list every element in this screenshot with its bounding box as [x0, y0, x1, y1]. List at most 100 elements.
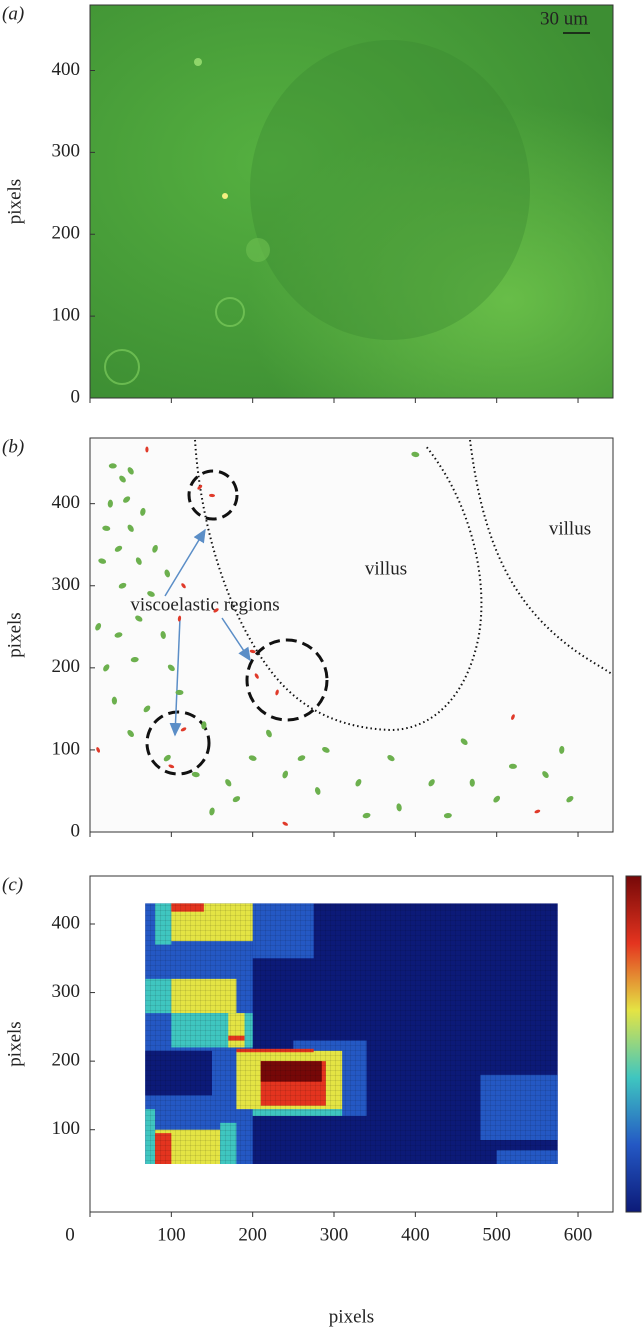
point [282, 821, 288, 826]
colorbar [625, 875, 642, 1213]
x-axis-label: pixels [329, 1306, 374, 1327]
point [493, 795, 501, 803]
point [107, 499, 113, 508]
x-tick-label: 400 [401, 1224, 430, 1245]
point [396, 803, 402, 812]
point [542, 771, 549, 779]
point [297, 755, 306, 761]
x-tick-label: 100 [157, 1224, 186, 1245]
y-tick-label: 400 [52, 492, 81, 513]
point [314, 787, 321, 795]
point [213, 608, 219, 613]
region-circle [145, 469, 329, 776]
point [566, 795, 574, 803]
arrow [164, 528, 251, 737]
point [135, 615, 143, 622]
point [511, 714, 515, 720]
y-tick-label: 400 [52, 912, 81, 933]
y-tick-label: 200 [52, 223, 81, 244]
panel-label: (c) [2, 874, 23, 895]
x-tick-label: 300 [320, 1224, 349, 1245]
point [175, 689, 184, 696]
point [191, 771, 200, 778]
point [164, 569, 171, 578]
point [95, 623, 102, 631]
point [225, 779, 232, 787]
point [118, 582, 127, 589]
point [98, 558, 107, 564]
plot-background [90, 438, 613, 832]
point [508, 763, 517, 769]
point [143, 705, 151, 713]
point [167, 664, 175, 672]
x-tick-label: 0 [65, 1224, 75, 1245]
point [428, 779, 435, 787]
y-tick-label: 300 [52, 981, 81, 1002]
fluorescence-image [90, 5, 613, 398]
point [152, 544, 158, 553]
point [177, 615, 182, 622]
point [322, 747, 330, 753]
annotation: villus [365, 558, 407, 579]
plot-frame [89, 875, 614, 1213]
point [249, 649, 256, 654]
point [355, 779, 362, 787]
y-tick-label: 300 [52, 141, 81, 162]
point [209, 493, 216, 498]
point [111, 696, 118, 705]
point [232, 796, 241, 803]
annotation: viscoelastic regions [130, 594, 279, 615]
point [254, 673, 259, 679]
point [181, 583, 186, 589]
point [559, 745, 565, 754]
point [127, 730, 134, 737]
point [103, 664, 110, 672]
y-tick-label: 200 [52, 656, 81, 677]
point [460, 738, 468, 745]
mesh [145, 903, 558, 1164]
point [248, 755, 257, 761]
point [209, 807, 215, 816]
point [534, 809, 541, 814]
point [443, 812, 452, 819]
point [266, 729, 272, 738]
point [114, 545, 123, 552]
point [387, 755, 395, 762]
x-tick-label: 500 [482, 1224, 511, 1245]
point [197, 484, 203, 490]
y-tick-label: 0 [71, 820, 81, 841]
point [123, 496, 131, 503]
y-tick-label: 0 [71, 386, 81, 407]
point [145, 446, 149, 453]
panel-label: (a) [2, 3, 24, 24]
point [168, 764, 175, 769]
point [180, 727, 187, 732]
point [119, 475, 126, 483]
heatmap [145, 903, 558, 1164]
point [102, 525, 111, 531]
point [130, 656, 139, 663]
point [201, 721, 207, 730]
point [114, 632, 123, 638]
point [127, 524, 134, 532]
y-tick-label: 100 [52, 304, 81, 325]
villus-boundary [194, 439, 614, 732]
y-axis-label: pixels [4, 179, 25, 224]
y-tick-label: 200 [52, 1050, 81, 1071]
point [96, 747, 101, 753]
plot-frame [89, 4, 614, 399]
point [147, 591, 155, 597]
y-tick-label: 400 [52, 59, 81, 80]
y-axis-label: pixels [4, 1021, 25, 1066]
point [108, 463, 117, 469]
annotation: villus [549, 518, 591, 539]
plot-frame [89, 437, 614, 833]
panel-label: (b) [2, 436, 24, 457]
point [469, 778, 475, 787]
point [362, 812, 371, 819]
scale-bar-label: 30 um [540, 8, 588, 29]
point [282, 770, 289, 779]
point [127, 467, 134, 475]
